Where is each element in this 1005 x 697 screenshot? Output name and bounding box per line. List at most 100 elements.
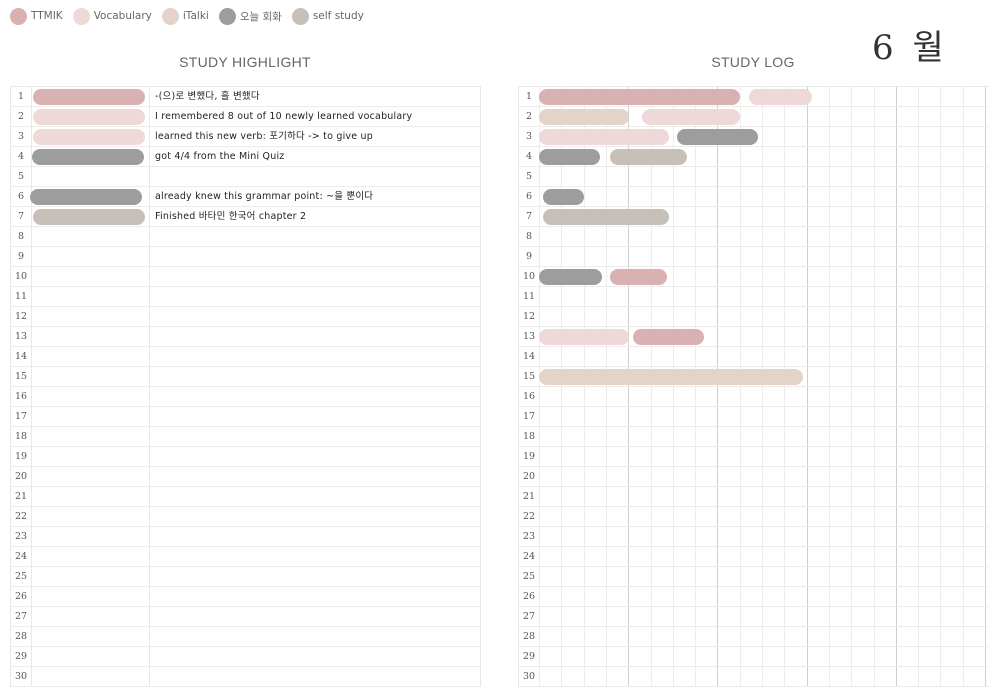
day-number: 1 [17,91,25,102]
log-row: 13 [519,327,989,347]
log-session-bar [632,329,705,345]
highlight-row: 24 [11,547,481,567]
grid-line [650,87,652,687]
grid-line [762,87,763,687]
day-number: 12 [14,311,28,322]
legend-swatch [161,7,179,25]
log-session-bar [641,109,741,125]
day-number: 3 [17,131,25,142]
legend-item: self study [291,7,364,25]
log-row: 16 [519,387,989,407]
day-number: 30 [522,671,536,682]
day-number: 16 [14,391,28,402]
day-number: 17 [14,411,28,422]
day-number: 26 [522,591,536,602]
log-row: 18 [519,427,989,447]
highlight-text: got 4/4 from the Mini Quiz [155,151,285,162]
log-row: 2 [519,107,989,127]
grid-line [962,87,964,687]
log-row: 9 [519,247,989,267]
day-number: 7 [17,211,25,222]
highlight-row: 26 [11,587,481,607]
day-number: 21 [14,491,28,502]
highlight-text: learned this new verb: 포기하다 -> to give u… [155,131,373,142]
log-row: 20 [519,467,989,487]
day-number: 23 [522,531,536,542]
highlight-row: 6 already knew this grammar point: ~을 뿐이다 [11,187,481,207]
legend-label: Vocabulary [93,10,152,22]
day-number: 20 [14,471,28,482]
day-number: 6 [525,191,533,202]
grid-line [851,87,853,687]
grid-line [739,87,741,687]
day-number: 25 [14,571,28,582]
day-number: 5 [525,171,533,182]
day-number: 29 [14,651,28,662]
highlight-row: 30 [11,667,481,687]
log-row: 10 [519,267,989,287]
log-row: 26 [519,587,989,607]
log-row: 23 [519,527,989,547]
highlight-row: 12 [11,307,481,327]
day-number: 20 [522,471,536,482]
day-number: 1 [525,91,533,102]
day-number: 16 [522,391,536,402]
highlight-row: 2 I remembered 8 out of 10 newly learned … [11,107,481,127]
day-number: 11 [14,291,28,302]
highlight-row: 29 [11,647,481,667]
log-session-bar [543,209,669,225]
grid-line [806,87,808,687]
highlight-text: Finished 바타민 한국어 chapter 2 [155,211,307,222]
day-number: 11 [522,291,536,302]
log-session-bar [539,89,741,105]
highlight-row: 17 [11,407,481,427]
highlight-row: 19 [11,447,481,467]
log-row: 29 [519,647,989,667]
log-row: 30 [519,667,989,687]
log-row: 24 [519,547,989,567]
highlight-text: -(으)로 변했다, 흘 변했다 [155,91,260,102]
day-number: 8 [17,231,25,242]
legend-item: TTMIK [10,7,63,25]
log-session-bar [539,269,602,285]
log-row: 5 [519,167,989,187]
day-number: 2 [17,111,25,122]
log-session-bar [539,369,803,385]
day-number: 17 [522,411,536,422]
legend-label: TTMIK [31,10,63,22]
day-number: 27 [522,611,536,622]
grid-line [605,87,607,687]
day-number: 4 [525,151,533,162]
log-session-bar [610,149,687,165]
day-number: 21 [522,491,536,502]
log-row: 8 [519,227,989,247]
day-number: 23 [14,531,28,542]
highlight-row: 22 [11,507,481,527]
day-number: 10 [522,271,536,282]
day-number: 26 [14,591,28,602]
day-number: 24 [522,551,536,562]
highlight-category-bar [33,209,145,225]
highlight-row: 15 [11,367,481,387]
highlight-category-bar [33,89,145,105]
day-number: 22 [14,511,28,522]
grid-line [895,87,897,687]
grid-line [873,87,875,687]
legend-label: self study [312,10,364,22]
grid-line [985,87,986,687]
day-number: 5 [17,171,25,182]
highlight-category-bar [33,109,145,125]
highlight-row: 14 [11,347,481,367]
log-row: 21 [519,487,989,507]
day-number: 25 [522,571,536,582]
day-number: 7 [525,211,533,222]
grid-line [628,87,630,687]
highlight-row: 8 [11,227,481,247]
day-number: 28 [522,631,536,642]
log-row: 3 [519,127,989,147]
highlight-row: 7 Finished 바타민 한국어 chapter 2 [11,207,481,227]
day-number: 9 [525,251,533,262]
log-row: 6 [519,187,989,207]
grid-line [583,87,585,687]
log-session-bar [539,329,629,345]
